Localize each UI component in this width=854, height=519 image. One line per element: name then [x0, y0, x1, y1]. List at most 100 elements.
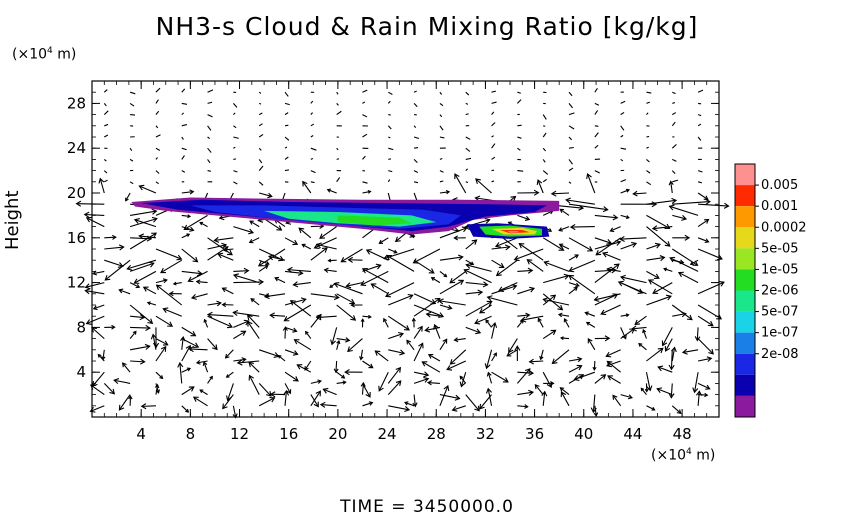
wind-arrow — [594, 132, 599, 138]
wind-arrow — [207, 302, 221, 306]
arrow-head — [243, 267, 250, 274]
wind-arrow — [336, 158, 340, 160]
arrow-head — [365, 249, 372, 255]
wind-arrow — [697, 123, 702, 127]
wind-arrow — [671, 170, 676, 175]
wind-arrow — [155, 110, 160, 115]
arrow-head — [593, 296, 600, 302]
wind-arrow — [592, 394, 596, 413]
arrow-head — [518, 243, 525, 249]
wind-arrow — [646, 146, 649, 149]
wind-arrow — [103, 158, 107, 162]
arrow-head — [383, 254, 390, 261]
wind-arrow — [413, 125, 417, 128]
colorbar-cell — [735, 269, 755, 291]
wind-arrow — [90, 384, 105, 396]
wind-arrow — [498, 282, 518, 292]
wind-arrow — [568, 275, 596, 295]
wind-arrow — [672, 91, 676, 95]
arrow-head — [445, 189, 451, 195]
arrow-head — [474, 318, 481, 325]
arrow-head — [195, 279, 201, 285]
wind-arrow — [331, 327, 338, 345]
arrow-head — [313, 401, 319, 408]
wind-arrow — [439, 304, 452, 309]
wind-arrow — [385, 282, 415, 297]
wind-arrow — [104, 246, 124, 250]
arrow-head — [138, 233, 145, 240]
wind-arrow — [672, 179, 679, 183]
wind-arrow — [388, 91, 393, 95]
arrow-head — [689, 261, 694, 265]
arrow-head — [646, 385, 653, 392]
wind-arrow — [104, 259, 131, 281]
wind-arrow — [249, 375, 260, 395]
wind-arrow — [362, 264, 381, 272]
arrow-head — [454, 173, 460, 180]
arrow-head — [575, 282, 580, 288]
wind-arrow — [646, 295, 672, 306]
arrow-head — [463, 268, 470, 275]
wind-arrow — [517, 147, 521, 151]
wind-arrow — [517, 405, 528, 408]
wind-arrow — [310, 314, 322, 328]
wind-arrow — [129, 158, 134, 162]
wind-arrow — [534, 384, 544, 395]
wind-arrow — [646, 347, 664, 362]
wind-arrow — [697, 304, 722, 320]
arrow-head — [638, 342, 643, 348]
arrow-head — [221, 242, 228, 249]
wind-arrow — [284, 237, 298, 245]
wind-arrow — [491, 352, 497, 362]
wind-arrow — [233, 125, 237, 129]
wind-arrow — [439, 102, 444, 107]
wind-arrow — [129, 91, 136, 95]
arrow-head — [447, 304, 453, 311]
wind-arrow — [439, 180, 444, 183]
wind-arrow — [284, 298, 306, 306]
arrow-head — [298, 227, 305, 234]
wind-arrow — [413, 248, 441, 264]
wind-arrow — [93, 304, 105, 310]
arrow-head — [513, 255, 520, 262]
wind-arrow — [475, 178, 492, 194]
arrow-head — [113, 378, 120, 385]
wind-arrow — [474, 315, 492, 324]
arrow-head — [653, 273, 660, 279]
wind-arrow — [671, 248, 698, 266]
wind-arrow — [181, 248, 198, 263]
colorbar-label: 0.001 — [761, 199, 798, 214]
arrow-head — [434, 297, 441, 304]
arrow-head — [586, 173, 592, 180]
wind-arrow — [334, 282, 363, 295]
arrow-head — [304, 366, 309, 371]
wind-arrow — [697, 391, 700, 406]
arrow-head — [704, 238, 710, 244]
wind-arrow — [620, 242, 637, 250]
x-tick-label: 16 — [279, 425, 298, 443]
wind-arrow — [336, 371, 345, 379]
arrow-head — [347, 256, 354, 263]
wind-arrow — [527, 259, 544, 272]
arrow-head — [258, 278, 265, 286]
wind-arrow — [233, 226, 254, 234]
x-tick-label: 40 — [574, 425, 593, 443]
arrow-head — [563, 273, 570, 280]
arrow-head — [563, 318, 568, 323]
wind-arrow — [249, 220, 260, 228]
arrow-head — [615, 239, 622, 246]
wind-arrow — [465, 147, 471, 152]
arrow-head — [186, 367, 192, 372]
wind-arrow — [672, 112, 677, 116]
wind-arrow — [99, 178, 105, 194]
arrow-head — [484, 363, 491, 370]
arrow-head — [133, 278, 140, 284]
arrow-head — [681, 348, 688, 355]
arrow-head — [524, 215, 531, 221]
arrow-head — [637, 288, 644, 295]
arrow-head — [286, 389, 292, 395]
wind-arrow — [542, 237, 564, 251]
arrow-head — [550, 190, 557, 197]
wind-arrow — [90, 405, 105, 412]
arrow-head — [560, 391, 567, 398]
